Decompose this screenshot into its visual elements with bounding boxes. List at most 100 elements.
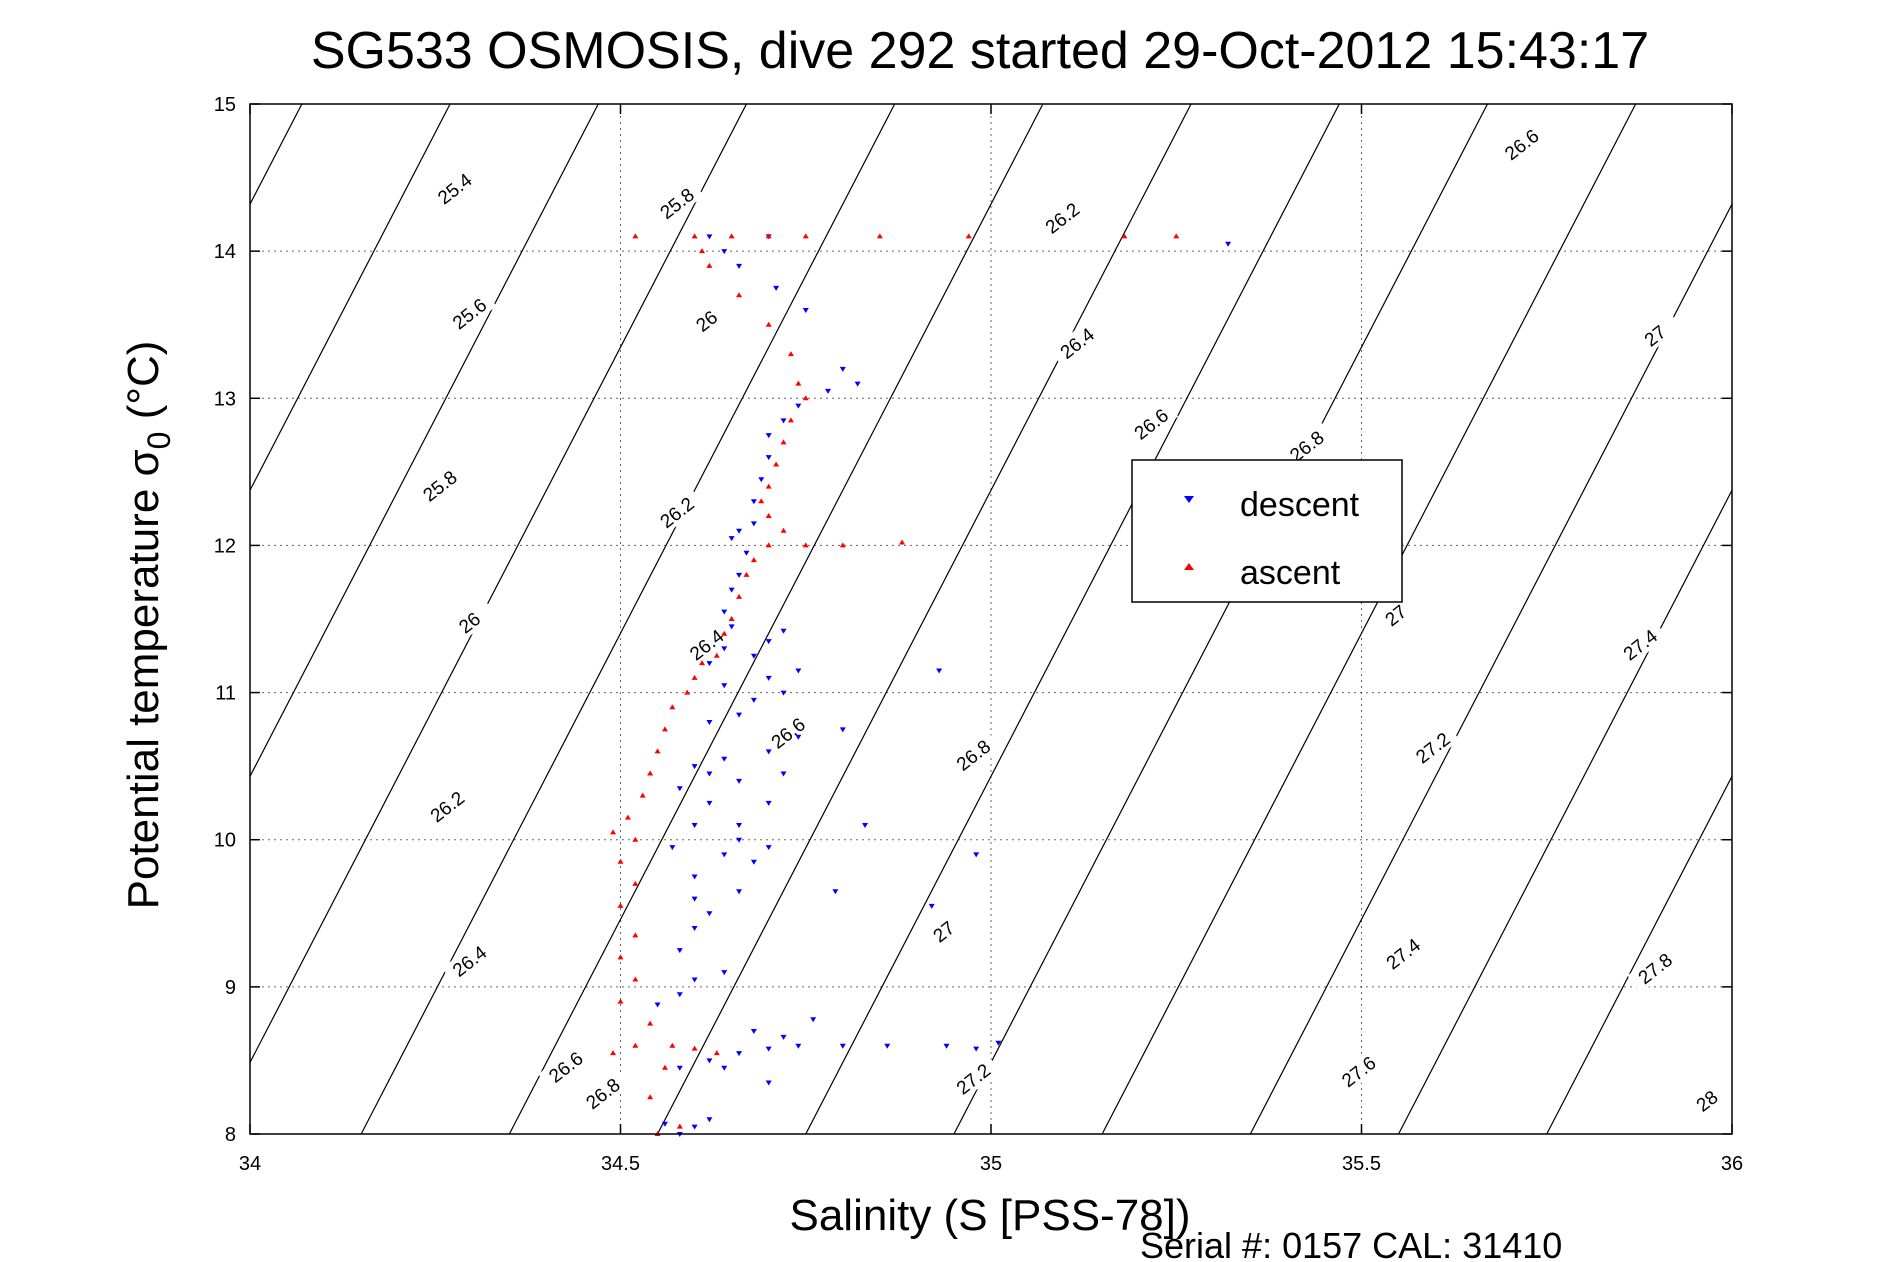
descent-point <box>706 234 713 240</box>
descent-point <box>765 749 772 755</box>
isopycnal-line <box>1101 104 1637 1134</box>
descent-point <box>973 1046 980 1052</box>
descent-point <box>750 697 757 703</box>
descent-point <box>736 263 743 269</box>
ascent-point <box>684 689 691 695</box>
contour-label-bg <box>1612 619 1668 670</box>
isopycnal-line <box>805 104 1340 1134</box>
ascent-point <box>691 674 698 680</box>
descent-point <box>765 455 772 461</box>
contour-label-bg <box>1679 1075 1734 1126</box>
contour-label-bg <box>441 288 497 339</box>
descent-point <box>750 499 757 505</box>
contour-label-bg <box>1123 399 1179 449</box>
y-tick-label: 14 <box>214 241 236 263</box>
contour-label-bg <box>575 1068 630 1118</box>
descent-point <box>676 992 683 998</box>
y-tick-label: 13 <box>214 388 236 410</box>
descent-point <box>824 388 831 394</box>
y-tick-label: 12 <box>214 535 236 557</box>
descent-point <box>721 756 728 762</box>
descent-point <box>661 1121 668 1127</box>
descent-point <box>706 720 713 725</box>
descent-point <box>721 1065 728 1071</box>
descent-point <box>706 911 713 917</box>
descent-point <box>691 926 698 931</box>
descent-point <box>706 1117 713 1123</box>
legend: descent ascent <box>1131 459 1403 603</box>
ascent-point <box>728 233 735 239</box>
descent-point <box>780 628 787 634</box>
contour-label-bg <box>679 619 734 670</box>
descent-point <box>750 1029 757 1034</box>
descent-point <box>765 675 772 681</box>
ascent-point <box>632 233 639 239</box>
descent-point <box>795 668 802 674</box>
y-tick-label: 15 <box>214 94 236 116</box>
ascent-point <box>839 542 846 548</box>
descent-point <box>676 786 683 792</box>
descent-point <box>721 970 728 976</box>
ascent-point <box>647 770 654 776</box>
contour-label-bg <box>649 178 704 228</box>
ascent-point <box>876 233 883 239</box>
ascent-point <box>669 1042 676 1048</box>
ascent-point <box>699 248 706 254</box>
ascent-point <box>965 233 972 239</box>
descent-point <box>765 845 772 851</box>
ascent-point <box>617 858 624 864</box>
contour-label-group: 27 <box>916 906 971 957</box>
ascent-point <box>691 233 698 239</box>
descent-point <box>721 683 728 689</box>
contour-label-bg <box>1375 928 1431 979</box>
descent-point <box>691 977 698 983</box>
contour-label-bg <box>1279 421 1334 471</box>
ascent-point <box>780 439 787 445</box>
ascent-point <box>728 616 735 621</box>
descent-point <box>928 903 935 909</box>
descent-point <box>721 249 728 255</box>
contour-label-bg <box>945 730 1001 780</box>
descent-point <box>736 712 743 718</box>
descent-point <box>1225 241 1232 247</box>
ascent-point <box>661 1064 668 1070</box>
x-tick-label: 35.5 <box>1342 1153 1381 1175</box>
isopycnal-line <box>1249 202 1732 1134</box>
contour-label-bg <box>1049 318 1105 368</box>
chart-title: SG533 OSMOSIS, dive 292 started 29-Oct-2… <box>311 22 1649 80</box>
ascent-point <box>669 704 676 710</box>
descent-point <box>773 285 780 291</box>
legend-descent-label: descent <box>1240 486 1360 524</box>
x-tick-label: 35 <box>980 1153 1002 1175</box>
isopycnal-line <box>508 104 1044 1134</box>
descent-point <box>691 764 698 770</box>
descent-point <box>750 653 757 659</box>
contour-label-bg <box>1627 310 1683 361</box>
ascent-point <box>736 292 743 298</box>
serial-cal-footer: Serial #: 0157 CAL: 31410 <box>1140 1225 1562 1262</box>
ascent-point <box>632 836 639 842</box>
ascent-point <box>802 542 809 548</box>
ascent-point <box>802 233 809 239</box>
plot-area: 25.425.625.82626.226.426.626.825.82626.2… <box>249 103 1734 1137</box>
y-axis-label-unit: (°C) <box>119 341 168 432</box>
descent-point <box>839 366 846 372</box>
contour-label-bg <box>412 460 467 511</box>
descent-point <box>743 550 750 556</box>
ascent-point <box>699 660 706 666</box>
descent-point <box>691 823 698 828</box>
isopycnal-line <box>250 104 451 492</box>
ascent-point <box>1121 233 1128 239</box>
contour-label-bg <box>538 1042 593 1092</box>
contour-label-bg <box>1405 722 1460 773</box>
descent-point <box>765 1080 772 1086</box>
contour-label-bg <box>945 1053 1001 1104</box>
descent-point <box>936 668 943 674</box>
ascent-point <box>795 380 802 386</box>
ascent-point <box>617 902 624 908</box>
descent-point <box>750 521 757 527</box>
descent-point <box>795 403 802 409</box>
isopycnal-line <box>657 104 1192 1134</box>
ascent-point <box>802 395 809 401</box>
